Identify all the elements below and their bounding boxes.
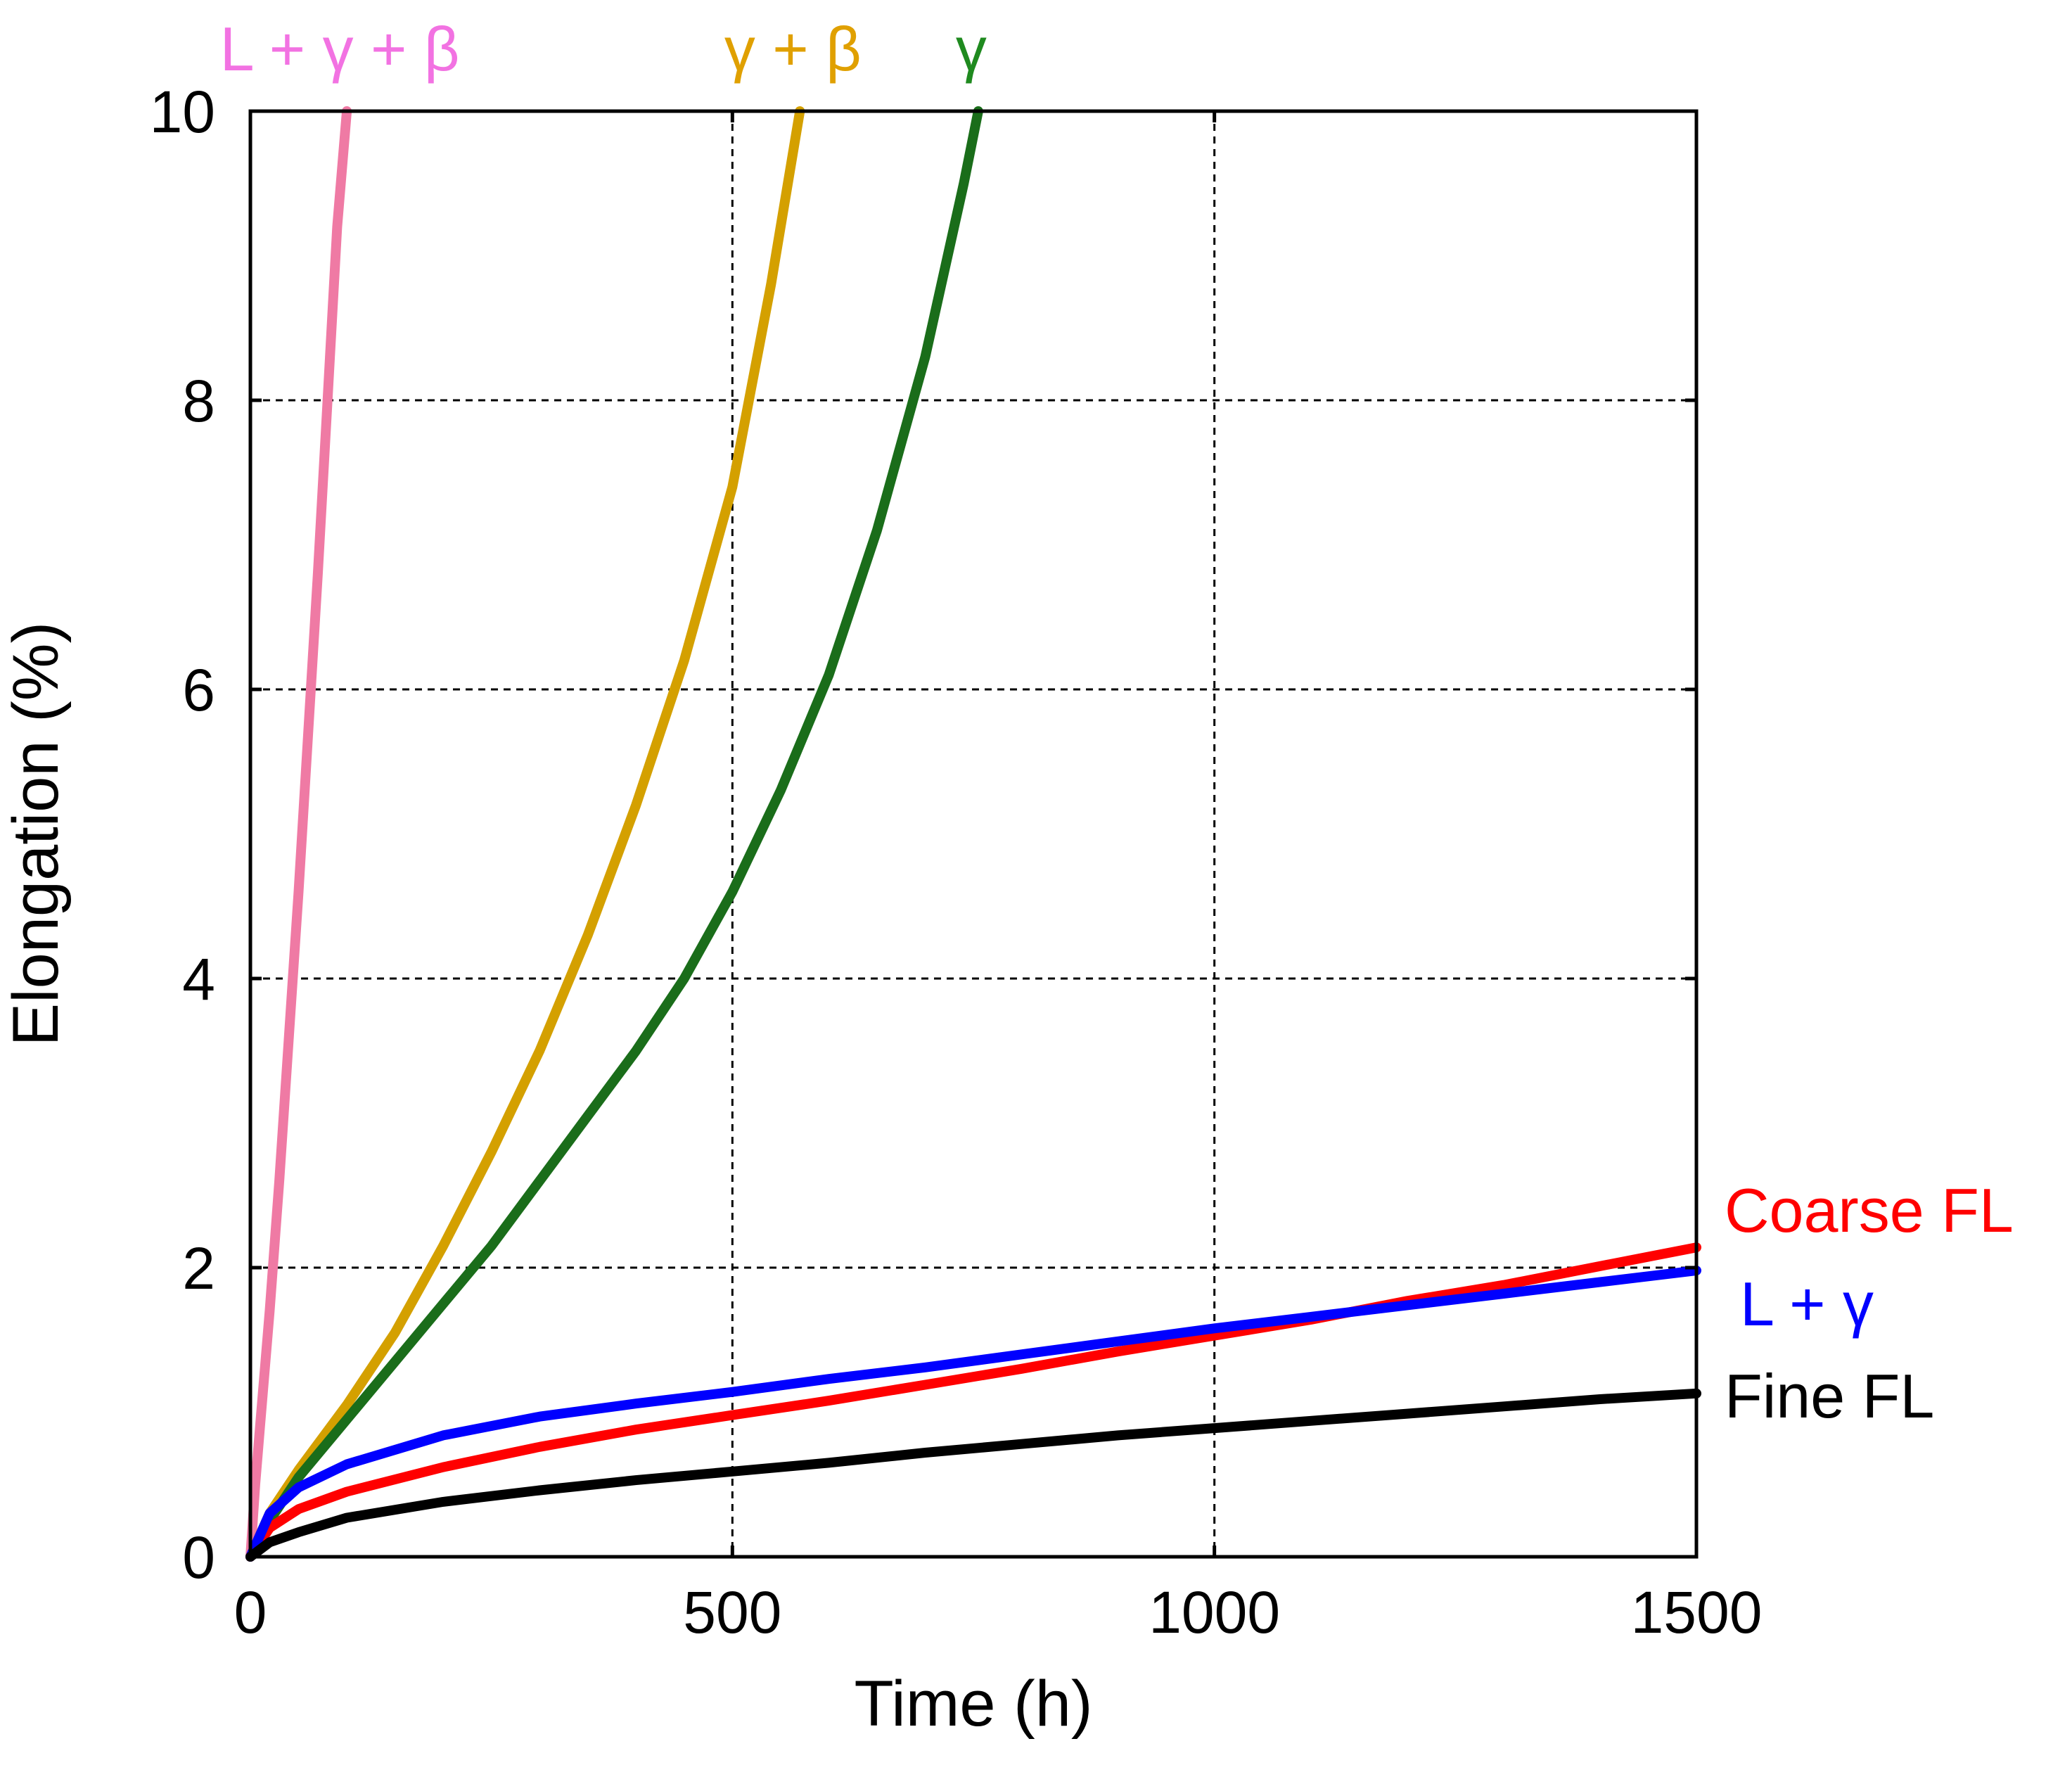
- x-tick-label: 1500: [1631, 1579, 1763, 1645]
- series-label-0: L + γ + β: [220, 14, 460, 84]
- tick-layer: 0 500 1000 1500 0 2 4 6 8 10: [150, 79, 1763, 1645]
- y-tick-label: 2: [182, 1235, 215, 1301]
- y-tick-label: 8: [182, 368, 215, 434]
- series-line-0: [245, 106, 352, 1562]
- series-label-4: L + γ: [1740, 1269, 1874, 1339]
- series-line-3: [245, 1242, 1701, 1562]
- series-line-4: [245, 1266, 1701, 1562]
- y-axis-title: Elongation (%): [0, 622, 72, 1046]
- series-label-3: Coarse FL: [1725, 1175, 2014, 1245]
- series-line-1: [245, 106, 805, 1562]
- series-line-2: [245, 106, 983, 1562]
- series-layer: [245, 106, 1701, 1562]
- series-label-2: γ: [956, 14, 987, 84]
- series-label-5: Fine FL: [1725, 1361, 1934, 1431]
- y-tick-label: 10: [150, 79, 215, 145]
- series-line-5: [245, 1388, 1701, 1562]
- series-label-1: γ + β: [724, 14, 862, 84]
- plot-frame: [248, 109, 1699, 1559]
- y-tick-label: 0: [182, 1524, 215, 1591]
- x-tick-label: 500: [683, 1579, 781, 1645]
- x-tick-label: 1000: [1149, 1579, 1280, 1645]
- y-tick-label: 6: [182, 657, 215, 723]
- x-axis-title: Time (h): [854, 1668, 1092, 1740]
- x-tick-label: 0: [234, 1579, 267, 1645]
- y-tick-label: 4: [182, 946, 215, 1012]
- grid-layer: [250, 111, 1696, 1557]
- series-label-layer: L + γ + β γ + β γ Coarse FL L + γ Fine FL: [220, 14, 2014, 1431]
